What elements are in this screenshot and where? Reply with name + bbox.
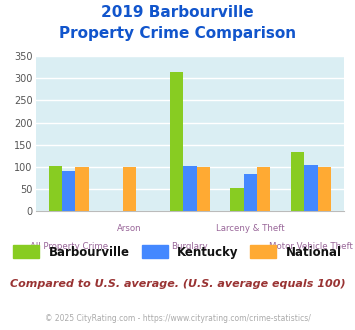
Bar <box>49 166 62 211</box>
Legend: Barbourville, Kentucky, National: Barbourville, Kentucky, National <box>10 242 345 262</box>
Text: Compared to U.S. average. (U.S. average equals 100): Compared to U.S. average. (U.S. average … <box>10 279 345 289</box>
Bar <box>197 167 210 211</box>
Text: Burglary: Burglary <box>171 242 208 251</box>
Text: Larceny & Theft: Larceny & Theft <box>216 224 285 233</box>
Bar <box>291 152 304 211</box>
Bar <box>62 171 76 211</box>
Bar <box>257 167 271 211</box>
Text: Property Crime Comparison: Property Crime Comparison <box>59 26 296 41</box>
Text: 2019 Barbourville: 2019 Barbourville <box>101 5 254 20</box>
Text: Motor Vehicle Theft: Motor Vehicle Theft <box>269 242 353 251</box>
Bar <box>170 73 183 211</box>
Text: All Property Crime: All Property Crime <box>30 242 108 251</box>
Bar <box>76 167 89 211</box>
Bar <box>318 167 331 211</box>
Bar <box>230 188 244 211</box>
Bar <box>123 167 136 211</box>
Text: © 2025 CityRating.com - https://www.cityrating.com/crime-statistics/: © 2025 CityRating.com - https://www.city… <box>45 314 310 323</box>
Bar <box>304 165 318 211</box>
Bar <box>244 174 257 211</box>
Text: Arson: Arson <box>117 224 142 233</box>
Bar <box>183 166 197 211</box>
